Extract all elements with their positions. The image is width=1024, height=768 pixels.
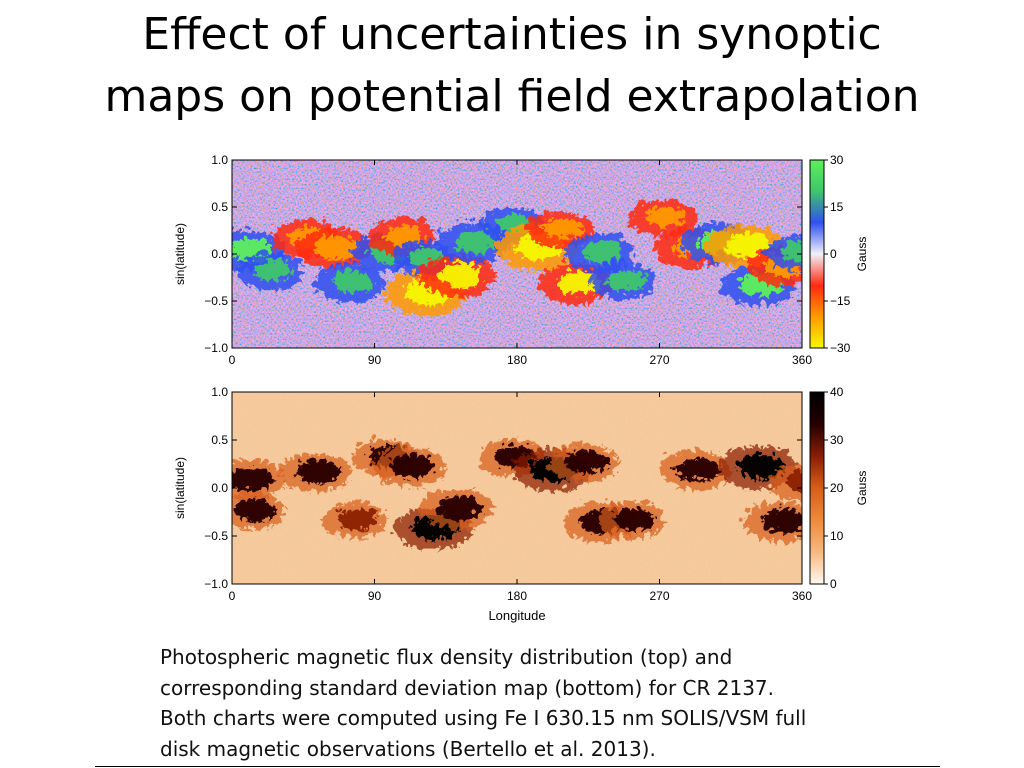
feature-region: [594, 497, 662, 536]
colorbar-tick-label: −15: [830, 294, 851, 308]
colorbar-tick-label: −30: [830, 341, 851, 355]
colorbar-tick-label: 40: [830, 385, 844, 399]
figure-caption: Photospheric magnetic flux density distr…: [160, 642, 920, 764]
feature-region: [561, 229, 631, 269]
top-features: [232, 195, 802, 313]
x-tick-label: 90: [368, 589, 382, 603]
y-tick-label: 1.0: [211, 153, 228, 167]
colorbar-tick-label: 15: [830, 200, 844, 214]
bottom-y-axis-label: sin(latitude): [173, 457, 187, 519]
colorbar-tick-label: 30: [830, 153, 844, 167]
synoptic-maps-figure: 1.0 0.5 0.0 −0.5 −1.0 0 90 180 270 360 sin(latit…: [173, 153, 869, 623]
top-colorbar: 30 15 0 −15 −30 Gauss: [809, 153, 869, 355]
x-tick-label: 180: [507, 353, 527, 367]
feature-region: [293, 224, 368, 266]
y-tick-label: 0.5: [211, 433, 228, 447]
bottom-colorbar: 40 30 20 10 0 Gauss: [809, 385, 869, 591]
y-tick-label: −1.0: [204, 341, 228, 355]
feature-region: [586, 258, 654, 297]
footer-divider: [95, 766, 940, 767]
x-tick-label: 180: [507, 589, 527, 603]
feature-region: [275, 449, 347, 489]
feature-region: [766, 460, 802, 497]
feature-region: [655, 446, 728, 487]
x-tick-label: 360: [792, 353, 812, 367]
bottom-colorbar-label: Gauss: [855, 471, 869, 506]
y-tick-label: 1.0: [211, 385, 228, 399]
feature-region: [416, 484, 491, 526]
bottom-y-ticks: 1.0 0.5 0.0 −0.5 −1.0: [204, 385, 802, 591]
y-tick-label: −0.5: [204, 294, 228, 308]
x-tick-label: 360: [792, 589, 812, 603]
colorbar-tick-label: 0: [830, 247, 837, 261]
y-tick-label: 0.5: [211, 200, 228, 214]
colorbar-tick-label: 20: [830, 481, 844, 495]
bottom-x-ticks: 0 90 180 270 360: [229, 392, 812, 603]
top-chart: 1.0 0.5 0.0 −0.5 −1.0 0 90 180 270 360 sin(latit…: [173, 153, 869, 367]
top-y-axis-label: sin(latitude): [173, 223, 187, 285]
bottom-colorbar-gradient: [809, 391, 825, 585]
y-tick-label: 0.0: [211, 481, 228, 495]
feature-region: [545, 439, 616, 479]
feature-region: [233, 249, 301, 287]
x-tick-label: 270: [649, 353, 669, 367]
feature-region: [626, 195, 693, 234]
caption-line-1: Photospheric magnetic flux density distr…: [160, 645, 733, 669]
bottom-chart: 1.0 0.5 0.0 −0.5 −1.0 0 90 180 270 360 sin(latit…: [173, 385, 869, 623]
y-tick-label: −1.0: [204, 577, 228, 591]
top-x-ticks: 0 90 180 270 360: [229, 160, 812, 367]
top-colorbar-label: Gauss: [855, 237, 869, 272]
feature-region: [232, 456, 282, 497]
y-tick-label: −0.5: [204, 529, 228, 543]
x-tick-label: 90: [368, 353, 382, 367]
feature-region: [370, 444, 443, 484]
caption-line-3: Both charts were computed using Fe I 630…: [160, 706, 807, 730]
feature-region: [317, 498, 384, 536]
bottom-features: [232, 435, 802, 547]
feature-region: [762, 231, 802, 268]
slide-title-line-2: maps on potential field extrapolation: [104, 71, 920, 122]
feature-region: [311, 259, 381, 299]
x-tick-label: 270: [649, 589, 669, 603]
bottom-x-axis-label: Longitude: [488, 608, 545, 623]
top-colorbar-ticks: 30 15 0 −15 −30: [824, 153, 851, 355]
caption-line-2: corresponding standard deviation map (bo…: [160, 675, 775, 700]
caption-line-4: disk magnetic observations (Bertello et …: [160, 736, 656, 761]
colorbar-tick-label: 10: [830, 529, 844, 543]
y-tick-label: 0.0: [211, 247, 228, 261]
x-tick-label: 0: [229, 353, 236, 367]
slide-title: Effect of uncertainties in synoptic maps…: [0, 4, 1024, 128]
colorbar-tick-label: 30: [830, 433, 844, 447]
feature-region: [416, 251, 492, 294]
x-tick-label: 0: [229, 589, 236, 603]
slide-title-line-1: Effect of uncertainties in synoptic: [142, 9, 882, 60]
colorbar-tick-label: 0: [830, 577, 837, 591]
feature-region: [741, 498, 802, 540]
bottom-colorbar-ticks: 40 30 20 10 0: [824, 385, 844, 591]
top-colorbar-gradient: [809, 159, 825, 349]
feature-region: [232, 488, 282, 527]
top-y-ticks: 1.0 0.5 0.0 −0.5 −1.0: [204, 153, 802, 355]
bottom-plot-noise: [232, 392, 802, 584]
